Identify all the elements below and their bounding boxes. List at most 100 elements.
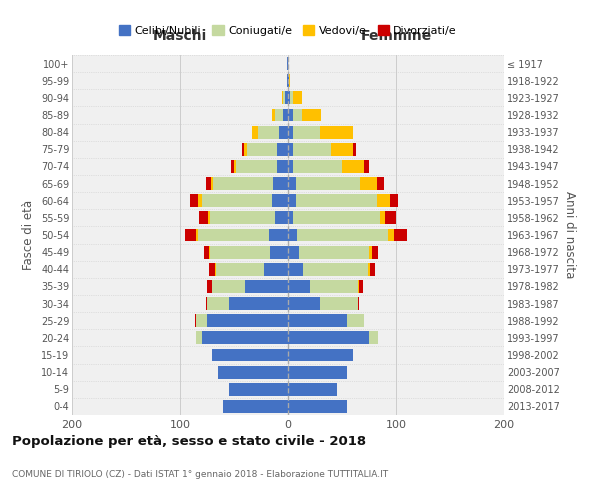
Bar [293, 143, 331, 156]
Bar [190, 194, 199, 207]
Bar [202, 194, 272, 207]
Bar [370, 263, 376, 276]
Bar [359, 280, 362, 293]
Bar [296, 194, 377, 207]
Bar [212, 280, 245, 293]
Bar [369, 332, 377, 344]
Bar [272, 108, 275, 122]
Bar [288, 194, 296, 207]
Bar [288, 74, 289, 87]
Bar [218, 366, 288, 378]
Bar [229, 383, 288, 396]
Bar [272, 194, 288, 207]
Bar [302, 108, 322, 122]
Bar [229, 297, 288, 310]
Bar [288, 348, 353, 362]
Bar [293, 160, 342, 173]
Bar [211, 177, 214, 190]
Bar [296, 177, 361, 190]
Legend: Celibi/Nubili, Coniugati/e, Vedovi/e, Divorziati/e: Celibi/Nubili, Coniugati/e, Vedovi/e, Di… [115, 20, 461, 40]
Bar [264, 263, 288, 276]
Bar [277, 143, 288, 156]
Bar [380, 212, 385, 224]
Bar [247, 143, 277, 156]
Bar [214, 177, 273, 190]
Bar [195, 314, 196, 327]
Bar [204, 246, 209, 258]
Bar [353, 143, 356, 156]
Bar [281, 92, 283, 104]
Bar [196, 314, 207, 327]
Bar [277, 160, 288, 173]
Bar [288, 160, 293, 173]
Bar [273, 177, 288, 190]
Text: Popolazione per età, sesso e stato civile - 2018: Popolazione per età, sesso e stato civil… [12, 435, 366, 448]
Bar [293, 212, 380, 224]
Bar [289, 74, 290, 87]
Bar [288, 332, 369, 344]
Bar [210, 246, 269, 258]
Bar [389, 194, 398, 207]
Bar [223, 400, 288, 413]
Bar [283, 108, 288, 122]
Bar [234, 160, 236, 173]
Bar [212, 348, 288, 362]
Bar [347, 314, 364, 327]
Bar [206, 297, 207, 310]
Bar [361, 177, 377, 190]
Bar [196, 228, 199, 241]
Bar [275, 108, 283, 122]
Bar [199, 194, 202, 207]
Bar [285, 92, 288, 104]
Bar [283, 92, 285, 104]
Bar [269, 246, 288, 258]
Bar [209, 263, 215, 276]
Bar [288, 143, 293, 156]
Bar [280, 126, 288, 138]
Bar [358, 297, 359, 310]
Bar [394, 228, 407, 241]
Bar [185, 228, 196, 241]
Bar [377, 194, 389, 207]
Bar [288, 92, 290, 104]
Bar [236, 160, 277, 173]
Bar [293, 92, 302, 104]
Bar [208, 212, 210, 224]
Bar [293, 126, 320, 138]
Bar [288, 228, 296, 241]
Bar [258, 126, 280, 138]
Bar [245, 280, 288, 293]
Bar [303, 263, 368, 276]
Bar [320, 126, 353, 138]
Bar [288, 263, 303, 276]
Bar [202, 332, 288, 344]
Bar [288, 212, 293, 224]
Bar [287, 57, 288, 70]
Bar [385, 212, 396, 224]
Text: Maschi: Maschi [153, 29, 207, 43]
Bar [244, 143, 247, 156]
Bar [288, 297, 320, 310]
Bar [377, 177, 384, 190]
Bar [199, 212, 208, 224]
Bar [207, 280, 212, 293]
Bar [215, 263, 264, 276]
Bar [388, 228, 394, 241]
Bar [288, 366, 347, 378]
Bar [210, 212, 275, 224]
Bar [207, 297, 229, 310]
Bar [368, 263, 370, 276]
Bar [288, 177, 296, 190]
Bar [209, 246, 210, 258]
Bar [287, 74, 288, 87]
Bar [293, 108, 302, 122]
Bar [331, 143, 353, 156]
Bar [207, 314, 288, 327]
Bar [196, 332, 202, 344]
Bar [320, 297, 358, 310]
Bar [269, 228, 288, 241]
Y-axis label: Fasce di età: Fasce di età [22, 200, 35, 270]
Bar [310, 280, 358, 293]
Bar [242, 143, 244, 156]
Bar [288, 108, 293, 122]
